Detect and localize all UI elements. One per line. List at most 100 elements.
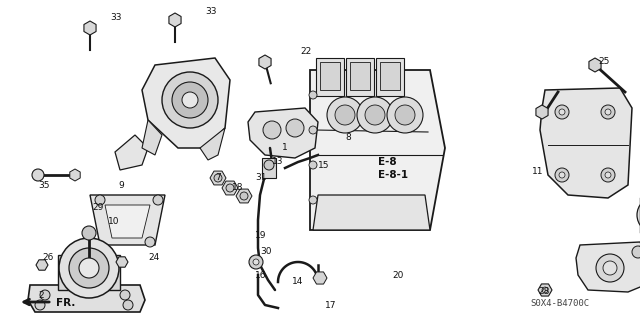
Text: 10: 10 [108, 218, 120, 226]
Circle shape [601, 105, 615, 119]
Circle shape [82, 226, 96, 240]
Circle shape [153, 195, 163, 205]
Polygon shape [116, 257, 128, 267]
Text: 17: 17 [325, 300, 337, 309]
Circle shape [603, 261, 617, 275]
Text: 14: 14 [292, 278, 303, 286]
Circle shape [309, 196, 317, 204]
Polygon shape [142, 58, 230, 148]
Circle shape [365, 105, 385, 125]
Circle shape [145, 237, 155, 247]
Circle shape [335, 105, 355, 125]
Polygon shape [540, 88, 632, 198]
Circle shape [95, 195, 105, 205]
Circle shape [357, 97, 393, 133]
Text: 11: 11 [532, 167, 543, 176]
Text: 18: 18 [232, 183, 243, 192]
Polygon shape [210, 171, 226, 185]
Circle shape [249, 255, 263, 269]
Circle shape [309, 91, 317, 99]
Circle shape [559, 109, 565, 115]
Bar [376, 58, 404, 96]
Text: 31: 31 [255, 174, 266, 182]
Polygon shape [259, 55, 271, 69]
Text: 28: 28 [538, 287, 549, 296]
Polygon shape [90, 195, 165, 245]
Text: 8: 8 [345, 133, 351, 143]
Text: 25: 25 [598, 57, 609, 66]
Circle shape [555, 168, 569, 182]
Text: FR.: FR. [56, 298, 76, 308]
Circle shape [637, 197, 640, 233]
Text: 33: 33 [110, 12, 122, 21]
Circle shape [79, 258, 99, 278]
Bar [320, 62, 340, 90]
Circle shape [123, 300, 133, 310]
Circle shape [264, 160, 274, 170]
Text: 16: 16 [255, 271, 266, 279]
Circle shape [286, 119, 304, 137]
Bar [380, 62, 400, 90]
Text: 1: 1 [282, 144, 288, 152]
Text: 29: 29 [92, 204, 104, 212]
Polygon shape [248, 108, 318, 158]
Polygon shape [536, 105, 548, 119]
Circle shape [559, 172, 565, 178]
Circle shape [605, 172, 611, 178]
Circle shape [120, 290, 130, 300]
Circle shape [32, 169, 44, 181]
Text: 2: 2 [38, 291, 44, 300]
Polygon shape [236, 189, 252, 203]
Text: 19: 19 [255, 231, 266, 240]
Polygon shape [105, 205, 150, 238]
Bar [262, 158, 276, 178]
Text: 20: 20 [392, 271, 403, 279]
Circle shape [214, 174, 222, 182]
Polygon shape [589, 58, 601, 72]
Bar [58, 255, 120, 290]
Circle shape [601, 168, 615, 182]
Circle shape [253, 259, 259, 265]
Circle shape [309, 126, 317, 134]
Text: 33: 33 [205, 8, 216, 17]
Circle shape [69, 248, 109, 288]
Bar [346, 58, 374, 96]
Circle shape [327, 97, 363, 133]
Circle shape [605, 109, 611, 115]
Polygon shape [576, 242, 640, 292]
Text: 22: 22 [300, 48, 311, 56]
Polygon shape [538, 284, 552, 296]
Polygon shape [84, 21, 96, 35]
Text: 9: 9 [118, 181, 124, 189]
Bar [350, 62, 370, 90]
Text: E-8: E-8 [378, 157, 397, 167]
Circle shape [182, 92, 198, 108]
Text: 15: 15 [318, 160, 330, 169]
Circle shape [59, 238, 119, 298]
Polygon shape [310, 70, 445, 230]
Text: S0X4-B4700C: S0X4-B4700C [530, 299, 589, 308]
Polygon shape [313, 195, 430, 230]
Polygon shape [28, 285, 145, 312]
Circle shape [387, 97, 423, 133]
Polygon shape [36, 260, 48, 270]
Circle shape [632, 246, 640, 258]
Text: 30: 30 [260, 248, 271, 256]
Circle shape [309, 161, 317, 169]
Circle shape [40, 290, 50, 300]
Circle shape [162, 72, 218, 128]
Text: 7: 7 [215, 174, 221, 182]
Polygon shape [313, 272, 327, 284]
Polygon shape [222, 181, 238, 195]
Bar [316, 58, 344, 96]
Circle shape [240, 192, 248, 200]
Text: 35: 35 [38, 181, 49, 189]
Text: E-8-1: E-8-1 [378, 170, 408, 180]
Text: 26: 26 [42, 254, 53, 263]
Polygon shape [70, 169, 80, 181]
Text: 24: 24 [148, 254, 159, 263]
Polygon shape [169, 13, 181, 27]
Circle shape [596, 254, 624, 282]
Text: 13: 13 [272, 158, 284, 167]
Polygon shape [142, 120, 162, 155]
